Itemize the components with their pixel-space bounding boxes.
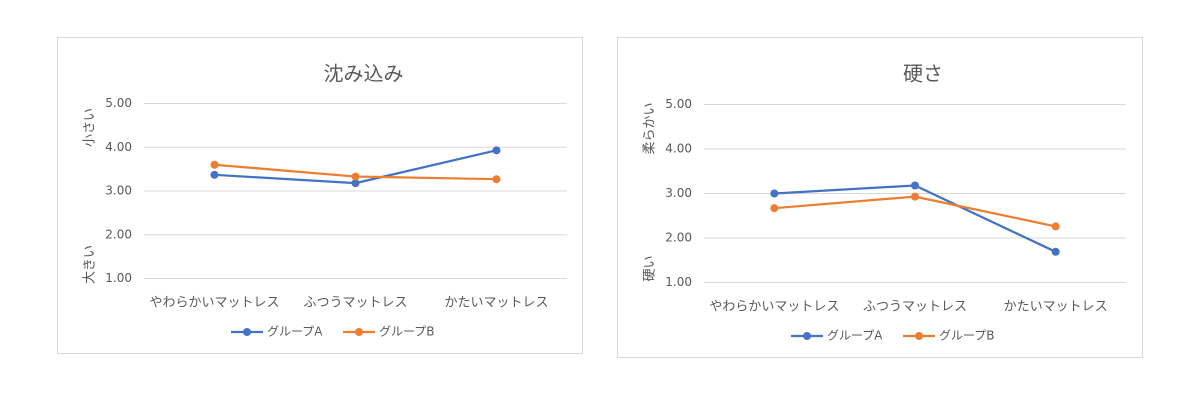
sinking-chart-panel: 沈み込み 1.00 2.00 3.00 4.00 5.00 小さい大きいやわらかいマットレス… bbox=[57, 37, 583, 354]
y-axis-bottom-label: 硬い bbox=[643, 255, 658, 281]
data-point bbox=[351, 179, 360, 188]
data-point bbox=[492, 175, 501, 184]
legend-label: グループA bbox=[827, 329, 883, 343]
data-point bbox=[770, 189, 779, 198]
data-point bbox=[770, 204, 779, 213]
chart-title: 硬さ bbox=[903, 62, 943, 86]
x-category-label: ふつうマットレス bbox=[303, 296, 407, 311]
y-tick-label: 3.00 bbox=[665, 186, 692, 200]
data-point bbox=[492, 146, 501, 155]
y-tick-label: 1.00 bbox=[105, 271, 132, 285]
x-category-label: かたいマットレス bbox=[1004, 300, 1108, 315]
y-tick-label: 5.00 bbox=[105, 96, 132, 110]
data-point bbox=[911, 192, 919, 201]
y-tick-label: 4.00 bbox=[105, 140, 132, 154]
x-category-label: ふつうマットレス bbox=[863, 300, 967, 315]
y-axis-top-label: 小さい bbox=[83, 108, 98, 147]
legend-marker bbox=[915, 332, 923, 340]
series-line bbox=[774, 195, 1056, 228]
y-tick-label: 4.00 bbox=[665, 142, 692, 156]
chart-title: 沈み込み bbox=[324, 62, 404, 86]
data-point bbox=[210, 160, 219, 169]
legend-label: グループB bbox=[939, 329, 995, 343]
data-point bbox=[1051, 247, 1060, 256]
data-point bbox=[351, 172, 360, 181]
y-tick-label: 2.00 bbox=[105, 227, 132, 241]
legend-label: グループB bbox=[379, 325, 435, 339]
y-axis-top-label: 柔らかい bbox=[643, 102, 658, 154]
sinking-chart: 沈み込み 1.00 2.00 3.00 4.00 5.00 小さい大きいやわらかいマットレス… bbox=[83, 62, 567, 339]
data-point bbox=[911, 181, 919, 190]
legend-marker bbox=[355, 328, 363, 336]
hardness-chart-panel: 硬さ 1.00 2.00 3.00 4.00 5.00 柔らかい硬いやわらかいマットレス ふつ… bbox=[617, 37, 1143, 358]
x-category-label: やわらかいマットレス bbox=[149, 296, 279, 311]
y-axis-bottom-label: 大きい bbox=[83, 245, 98, 284]
legend-marker bbox=[803, 332, 811, 340]
y-tick-label: 1.00 bbox=[665, 275, 692, 289]
legend-label: グループA bbox=[267, 325, 323, 339]
data-point bbox=[210, 170, 219, 179]
y-tick-label: 3.00 bbox=[105, 184, 132, 198]
data-point bbox=[1051, 222, 1060, 231]
legend-marker bbox=[243, 328, 251, 336]
y-tick-label: 2.00 bbox=[665, 231, 692, 245]
x-category-label: やわらかいマットレス bbox=[709, 300, 839, 315]
x-category-label: かたいマットレス bbox=[444, 296, 548, 311]
y-tick-label: 5.00 bbox=[665, 97, 692, 111]
